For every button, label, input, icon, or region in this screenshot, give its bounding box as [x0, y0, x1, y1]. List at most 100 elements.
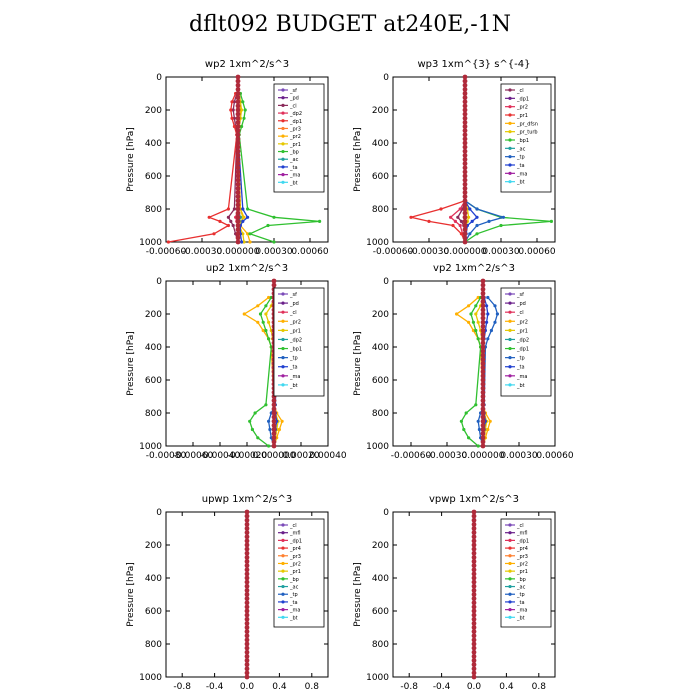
zero-profile-marker: [271, 418, 277, 424]
y-tick-label: 600: [372, 172, 389, 182]
zero-profile-marker: [235, 111, 241, 117]
legend-label: _pr1: [516, 328, 528, 334]
legend-marker: [281, 374, 285, 378]
data-point: [477, 427, 481, 432]
y-axis-label: Pressure [hPa]: [353, 127, 363, 192]
legend: _sf _pd _cl _pr2 _pr1 _dp2 _bp1 _tp _ta _ma _bt: [273, 287, 325, 397]
x-tick-label: -0.00060: [146, 247, 187, 257]
data-point: [467, 320, 471, 324]
legend-marker: [508, 554, 512, 558]
series-line-dp1: [168, 93, 238, 243]
zero-profile-marker: [271, 443, 277, 449]
zero-profile-marker: [480, 299, 486, 304]
legend-label: _cl: [289, 310, 297, 316]
zero-profile-marker: [235, 128, 241, 134]
y-tick-label: 1000: [366, 238, 389, 248]
data-point: [266, 223, 270, 228]
y-tick-label: 600: [145, 172, 162, 182]
data-point: [241, 100, 245, 104]
zero-profile-marker: [244, 559, 250, 564]
data-point: [476, 320, 480, 324]
data-point: [468, 232, 472, 236]
zero-profile-marker: [480, 315, 486, 321]
zero-profile-marker: [462, 165, 468, 171]
legend-marker: [508, 292, 512, 296]
legend-marker: [281, 577, 285, 581]
zero-profile-marker: [480, 390, 486, 395]
legend-marker: [281, 561, 285, 566]
y-tick-label: 800: [145, 640, 162, 650]
legend-marker: [281, 165, 285, 169]
zero-profile-marker: [471, 637, 477, 643]
x-tick-label: -0.00040: [200, 451, 241, 461]
legend-label: _mfl: [289, 531, 301, 537]
y-tick-label: 800: [372, 640, 389, 650]
y-tick-label: 0: [156, 508, 162, 518]
legend-label: _dp2: [289, 111, 302, 117]
panel-title: vp2 1xm^2/s^3: [433, 263, 515, 274]
legend-label: _pr3: [289, 126, 301, 132]
legend-label: _bp: [516, 577, 526, 583]
panel-2: wp3 1xm^{3} s^{-4}02004006008001000-0.00…: [353, 59, 556, 257]
y-tick-label: 200: [372, 310, 389, 320]
zero-profile-marker: [462, 214, 468, 220]
zero-profile-marker: [462, 95, 468, 100]
legend-marker: [508, 561, 512, 566]
legend: _cl _mfl_dp1 _pr4 _pr3_pr2 _pr1 _bp _ac_tp _ta _…: [500, 518, 552, 628]
legend-marker: [281, 383, 285, 387]
data-point: [242, 240, 246, 244]
zero-profile-marker: [235, 99, 241, 105]
legend-marker: [281, 608, 285, 612]
legend-label: _ma: [516, 171, 527, 177]
data-point: [486, 312, 490, 316]
zero-profile-marker: [471, 567, 477, 573]
y-axis-label: Pressure [hPa]: [126, 562, 136, 627]
data-point: [475, 215, 479, 219]
zero-profile-marker: [244, 571, 250, 577]
zero-profile-marker: [235, 235, 241, 241]
zero-profile-marker: [480, 348, 486, 354]
x-tick-label: -0.00030: [427, 451, 468, 461]
data-point: [267, 295, 271, 300]
data-point: [501, 215, 505, 219]
zero-profile-marker: [480, 336, 486, 342]
zero-profile-marker: [235, 165, 241, 171]
data-point: [462, 427, 466, 432]
zero-profile-marker: [235, 132, 241, 138]
legend-label: _bp: [289, 577, 299, 583]
zero-profile-marker: [462, 136, 468, 142]
panel-title: wp2 1xm^2/s^3: [205, 59, 289, 70]
data-point: [261, 328, 265, 333]
zero-profile-marker: [480, 324, 486, 329]
y-tick-label: 400: [145, 343, 162, 353]
zero-profile-marker: [462, 210, 468, 216]
zero-profile-marker: [235, 219, 241, 224]
legend-marker: [281, 569, 285, 573]
zero-profile-marker: [471, 658, 477, 663]
data-point: [218, 219, 222, 223]
data-point: [248, 419, 252, 423]
panel-5: upwp 1xm^2/s^3 0 200 400 600 800 1000 -0.8 -0.4 0…: [126, 494, 329, 692]
zero-profile-marker: [462, 169, 468, 175]
zero-profile-marker: [471, 612, 477, 618]
zero-profile-marker: [471, 654, 477, 659]
legend-label: _bt: [516, 180, 525, 186]
data-point: [467, 304, 471, 308]
data-point: [277, 427, 281, 432]
data-point: [489, 328, 493, 333]
legend-marker: [508, 105, 512, 109]
zero-profile-marker: [271, 414, 277, 420]
zero-profile-marker: [244, 658, 250, 663]
y-tick-label: 800: [145, 205, 162, 215]
legend-label: _cl: [289, 523, 297, 529]
zero-profile-marker: [462, 82, 468, 88]
x-tick-label: 0.000000: [217, 247, 260, 257]
data-point: [455, 312, 459, 316]
data-point: [240, 124, 244, 129]
data-point: [467, 436, 471, 440]
zero-profile-marker: [471, 550, 477, 556]
data-point: [242, 116, 246, 120]
legend-marker: [508, 346, 512, 351]
legend-label: _ma: [289, 374, 300, 380]
zero-profile-marker: [462, 227, 468, 233]
